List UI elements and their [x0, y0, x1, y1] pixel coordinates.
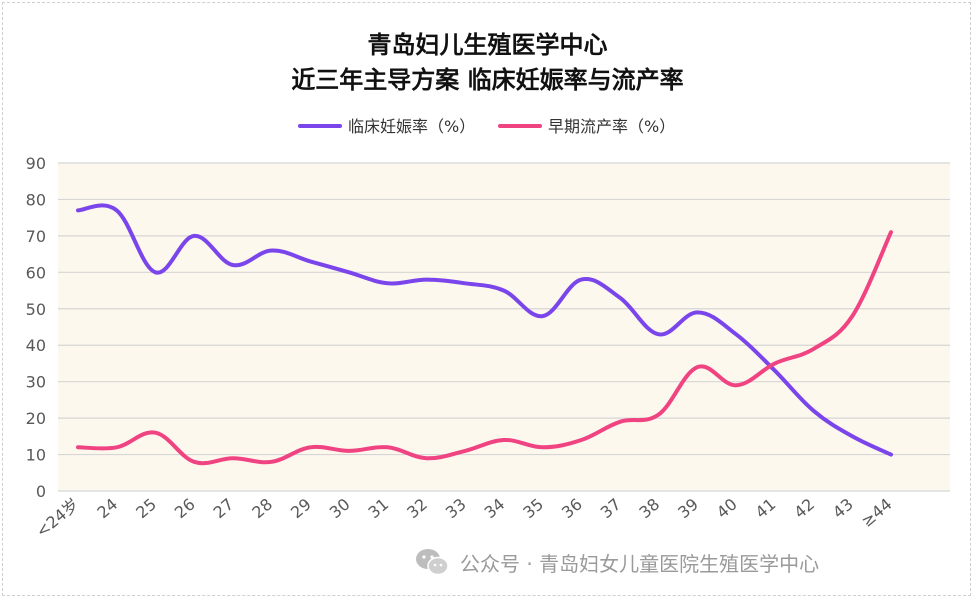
- x-tick-label: 40: [713, 495, 741, 523]
- x-tick-label: 41: [752, 495, 780, 523]
- x-tick-label: 26: [171, 495, 199, 523]
- legend-label-1: 临床妊娠率（%）: [348, 117, 475, 136]
- x-tick-label: 35: [519, 495, 547, 523]
- watermark-text: 公众号 · 青岛妇女儿童医院生殖医学中心: [460, 551, 820, 576]
- y-tick-label: 0: [36, 482, 46, 501]
- y-tick-label: 80: [26, 190, 46, 209]
- plot-area: [58, 163, 950, 491]
- y-tick-label: 10: [26, 446, 46, 465]
- x-tick-label: 28: [248, 495, 276, 523]
- x-tick-label: 38: [635, 495, 663, 523]
- y-tick-label: 60: [26, 263, 46, 282]
- x-tick-label: 37: [597, 495, 625, 523]
- x-tick-label: 39: [674, 495, 702, 523]
- y-tick-label: 20: [26, 409, 46, 428]
- x-tick-label: 34: [481, 495, 509, 523]
- x-tick-label: 33: [442, 495, 470, 523]
- y-tick-label: 40: [26, 336, 46, 355]
- series-line-1: [76, 203, 893, 457]
- x-tick-label: 25: [132, 495, 160, 523]
- y-tick-label: 50: [26, 300, 46, 319]
- x-tick-label: 43: [829, 495, 857, 523]
- x-tick-label: 42: [790, 495, 818, 523]
- y-tick-label: 70: [26, 227, 46, 246]
- wechat-icon: [416, 549, 449, 576]
- chart-subtitle: 近三年主导方案 临床妊娠率与流产率: [291, 66, 684, 94]
- x-tick-label: 31: [364, 495, 392, 523]
- y-tick-label: 30: [26, 373, 46, 392]
- x-tick-label: 36: [558, 495, 586, 523]
- x-tick-label: 30: [326, 495, 354, 523]
- chart-title: 青岛妇儿生殖医学中心: [367, 31, 608, 59]
- x-tick-label: 24: [93, 495, 121, 523]
- x-tick-label: 32: [403, 495, 431, 523]
- y-tick-label: 90: [26, 154, 46, 173]
- legend-label-2: 早期流产率（%）: [548, 117, 675, 136]
- x-tick-label: 29: [287, 495, 315, 523]
- series-line-2: [76, 230, 893, 466]
- x-tick-label: 27: [210, 495, 238, 523]
- x-tick-label: ≥44: [857, 495, 895, 531]
- watermark: 公众号 · 青岛妇女儿童医院生殖医学中心: [414, 545, 819, 579]
- x-tick-label: <24岁: [32, 495, 82, 542]
